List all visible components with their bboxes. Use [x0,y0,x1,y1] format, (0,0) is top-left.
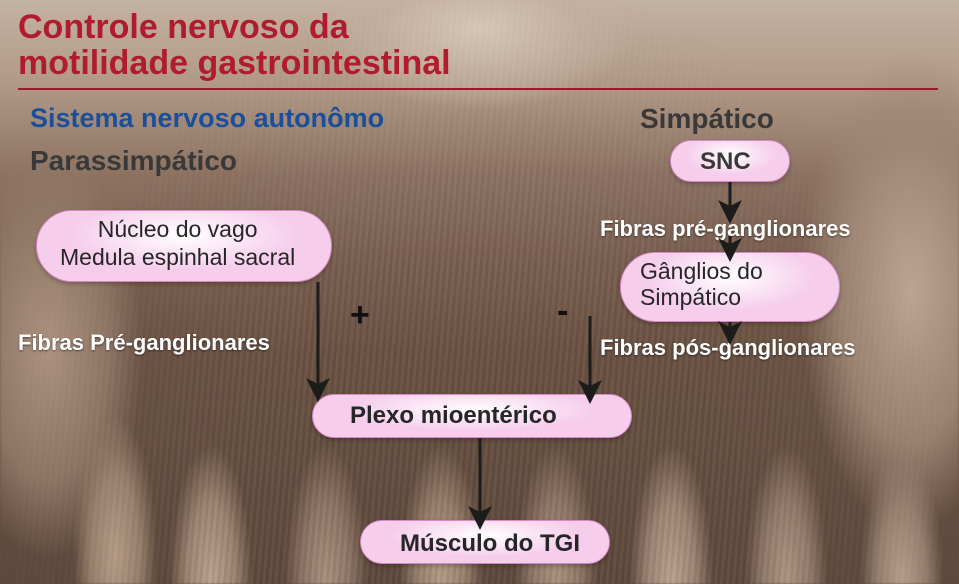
ganglios-line-1: Gânglios do [640,258,763,284]
ganglios-block: Gânglios do Simpático [640,258,763,311]
title-underline [18,88,938,90]
title-line-1: Controle nervoso da [18,10,451,46]
subtitle: Sistema nervoso autonômo [30,103,384,134]
musculo-label: Músculo do TGI [400,530,580,558]
nucleus-line-2: Medula espinhal sacral [60,244,295,272]
plexo-label: Plexo mioentérico [350,402,557,430]
parasympathetic-heading: Parassimpático [30,145,237,177]
diagram-content: Controle nervoso da motilidade gastroint… [0,0,959,584]
fibers-pre-right: Fibras pré-ganglionares [600,216,851,242]
ganglios-line-2: Simpático [640,284,763,310]
snc-label: SNC [700,148,751,176]
nucleus-line-1: Núcleo do vago [60,216,295,244]
fibers-post: Fibras pós-ganglionares [600,335,856,361]
title-line-2: motilidade gastrointestinal [18,46,451,82]
minus-sign: - [557,292,568,331]
nucleus-block: Núcleo do vago Medula espinhal sacral [60,216,295,271]
fibers-pre-left: Fibras Pré-ganglionares [18,330,270,356]
sympathetic-heading: Simpático [640,103,774,135]
plus-sign: + [350,296,370,335]
slide-title: Controle nervoso da motilidade gastroint… [18,10,451,81]
